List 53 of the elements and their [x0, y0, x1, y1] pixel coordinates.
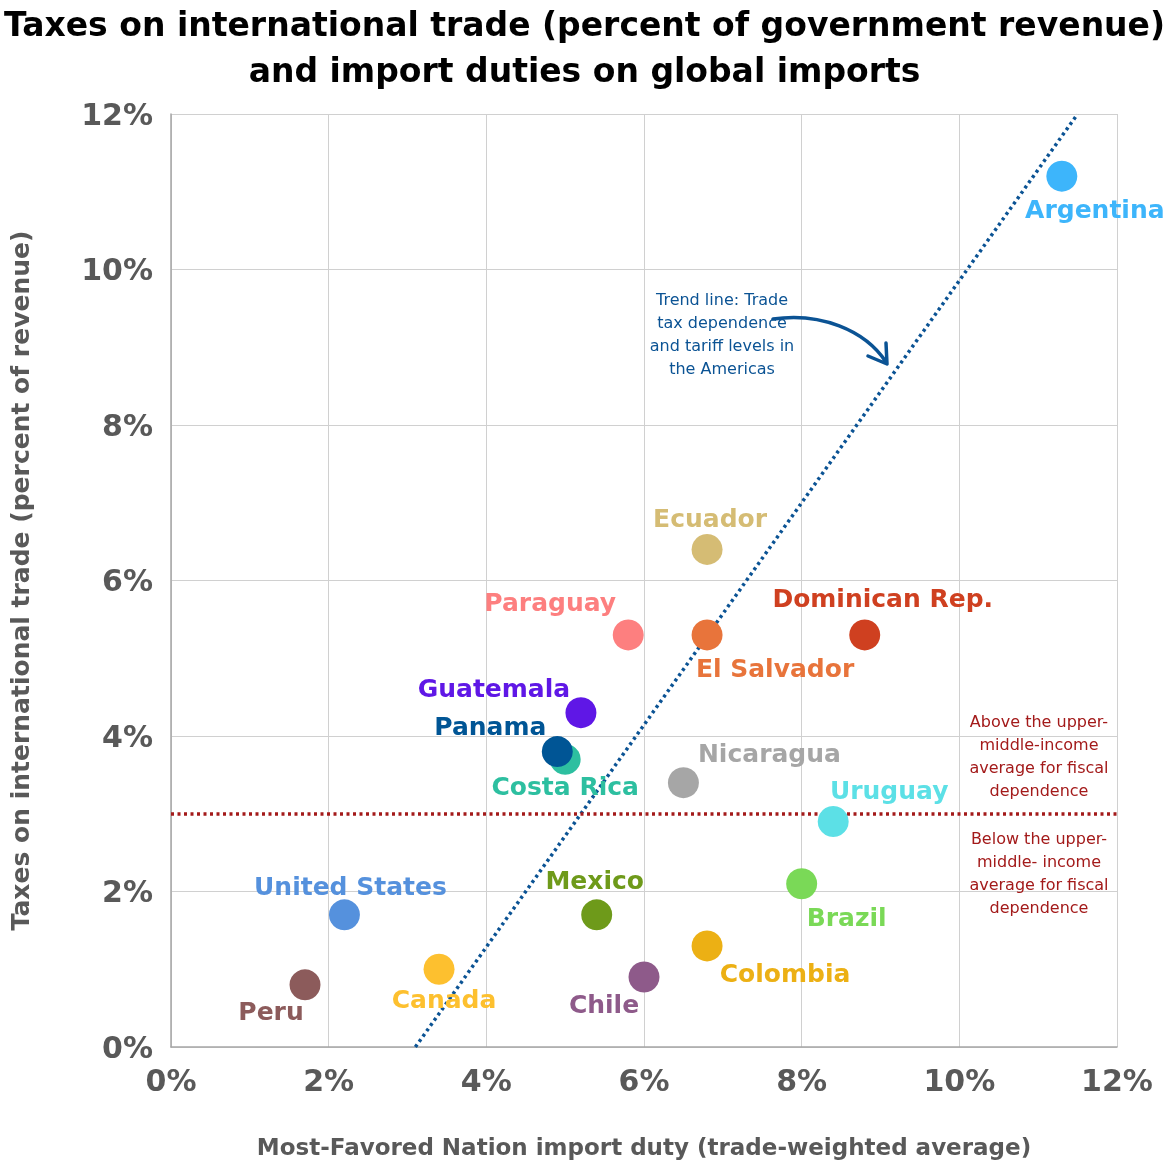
point [691, 619, 723, 651]
annotation: Trend line: Trade tax dependence and tariff levels in the Americas [648, 289, 796, 380]
point [423, 953, 455, 985]
point [817, 806, 849, 838]
point [541, 736, 573, 768]
point [289, 969, 321, 1001]
point [691, 930, 723, 962]
point [581, 899, 613, 931]
x-tick-label: 0% [145, 1062, 197, 1098]
series-label: Guatemala [417, 674, 571, 704]
y-tick-label: 2% [102, 874, 153, 909]
x-axis-title: Most-Favored Nation import duty (trade-weighted average) [256, 1133, 1032, 1160]
point [1046, 160, 1078, 192]
series-label: Mexico [545, 866, 644, 896]
series-label: Costa Rica [491, 771, 639, 801]
y-tick-label: 8% [102, 407, 153, 443]
point [691, 533, 723, 565]
point [565, 697, 597, 729]
x-tick-label: 10% [923, 1062, 996, 1098]
y-tick-label: 0% [102, 1029, 153, 1065]
annotation: Below the upper-middle- income average for fiscal dependence [968, 828, 1110, 919]
point [849, 619, 881, 651]
point [612, 619, 644, 651]
series-label: Canada [391, 984, 497, 1014]
y-tick-label: 10% [81, 252, 153, 287]
series-label: Panama [434, 712, 547, 742]
series-label: El Salvador [695, 654, 855, 684]
y-axis-title: Taxes on international trade (percent of revenue) [6, 230, 35, 931]
x-tick-label: 6% [618, 1062, 670, 1098]
series-label: United States [254, 872, 447, 902]
annotation: Above the upper-middle-income average for fiscal dependence [968, 711, 1110, 802]
x-tick-label: 12% [1081, 1062, 1153, 1098]
series-label: Nicaragua [697, 739, 841, 769]
x-tick-label: 2% [303, 1062, 355, 1098]
series-label: Ecuador [653, 503, 768, 533]
chart-title: Taxes on international trade (percent of government revenue) and import duties on global imports [2, 4, 1167, 92]
point [786, 868, 818, 900]
series-label: Uruguay [829, 776, 949, 806]
series-label: Brazil [806, 903, 887, 933]
point [628, 961, 660, 993]
x-tick-label: 8% [776, 1062, 828, 1098]
y-tick-label: 12% [81, 96, 153, 132]
series-label: Chile [568, 989, 640, 1019]
series-label: Colombia [719, 959, 851, 989]
series-label: Dominican Rep. [772, 584, 994, 614]
y-tick-label: 4% [102, 718, 153, 754]
x-tick-label: 4% [460, 1062, 512, 1098]
series-label: Paraguay [484, 588, 617, 618]
series-label: Peru [238, 997, 304, 1027]
y-tick-label: 6% [102, 563, 153, 598]
series-label: Argentina [1025, 194, 1165, 224]
point [667, 767, 699, 799]
point [328, 899, 360, 931]
